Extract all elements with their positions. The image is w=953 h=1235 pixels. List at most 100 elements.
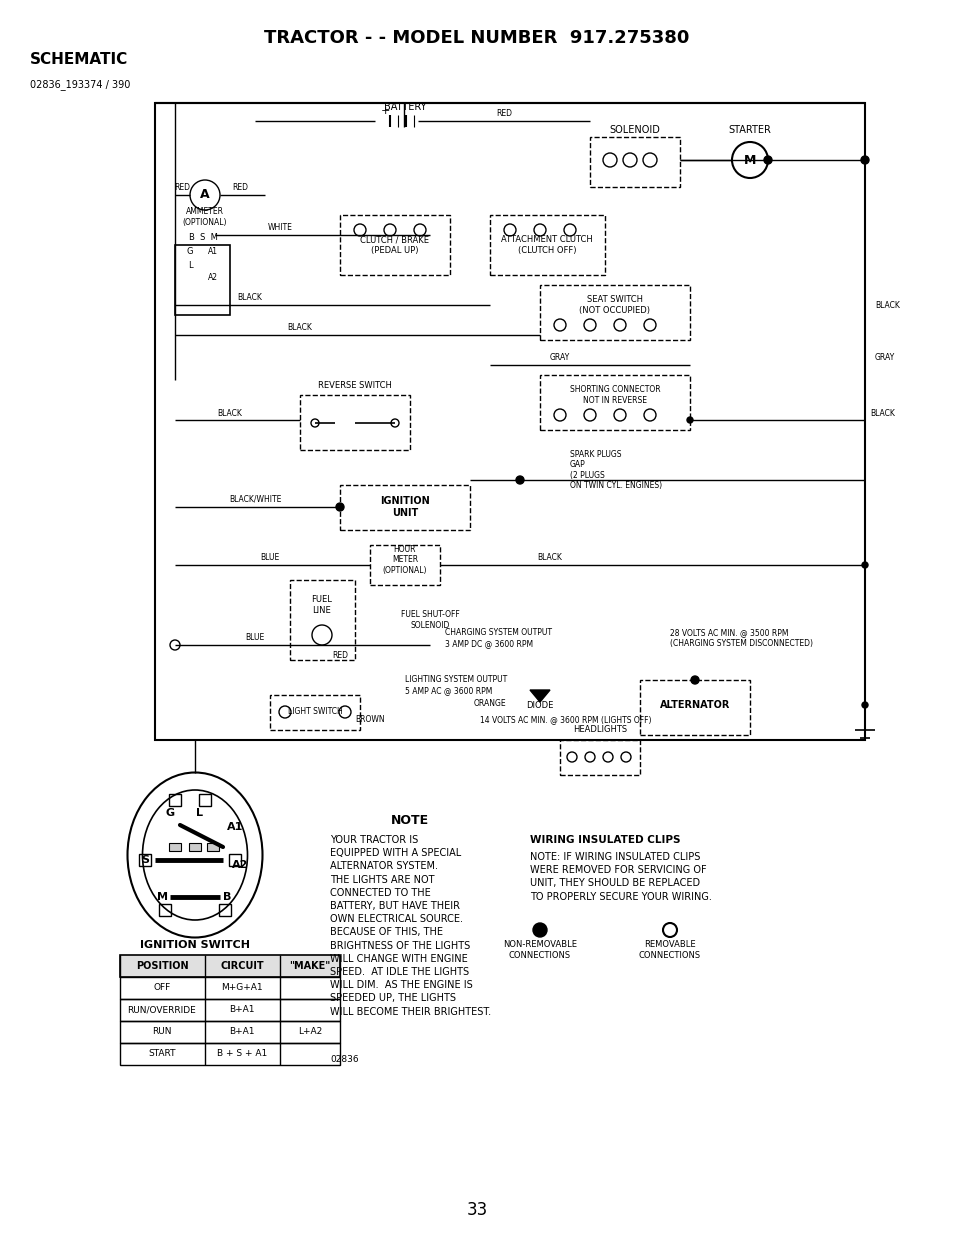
Text: BLACK: BLACK <box>874 300 899 310</box>
Circle shape <box>414 224 426 236</box>
Text: 33: 33 <box>466 1200 487 1219</box>
Text: G: G <box>165 808 174 818</box>
Text: START: START <box>148 1050 175 1058</box>
Text: NOTE: IF WIRING INSULATED CLIPS
WERE REMOVED FOR SERVICING OF
UNIT, THEY SHOULD : NOTE: IF WIRING INSULATED CLIPS WERE REM… <box>530 852 711 902</box>
Circle shape <box>312 625 332 645</box>
Text: BLACK: BLACK <box>287 324 313 332</box>
Text: L+A2: L+A2 <box>297 1028 322 1036</box>
Circle shape <box>862 562 867 568</box>
Text: S: S <box>141 855 149 864</box>
Circle shape <box>566 752 577 762</box>
Text: RED: RED <box>232 184 248 193</box>
Circle shape <box>643 409 656 421</box>
Circle shape <box>354 224 366 236</box>
Bar <box>174 245 230 315</box>
Circle shape <box>554 319 565 331</box>
Text: BATTERY: BATTERY <box>383 103 426 112</box>
Text: B  S  M: B S M <box>189 233 217 242</box>
Text: LIGHTING SYSTEM OUTPUT
5 AMP AC @ 3600 RPM: LIGHTING SYSTEM OUTPUT 5 AMP AC @ 3600 R… <box>405 676 507 695</box>
Text: RUN/OVERRIDE: RUN/OVERRIDE <box>128 1005 196 1014</box>
Text: AMMETER
(OPTIONAL): AMMETER (OPTIONAL) <box>183 207 227 227</box>
Text: M+G+A1: M+G+A1 <box>221 983 262 993</box>
Bar <box>589 137 679 186</box>
Text: HOUR
METER
(OPTIONAL): HOUR METER (OPTIONAL) <box>382 545 427 576</box>
Text: A2: A2 <box>208 273 218 283</box>
Circle shape <box>583 319 596 331</box>
Text: FUEL SHUT-OFF
SOLENOID: FUEL SHUT-OFF SOLENOID <box>400 610 459 630</box>
Bar <box>219 904 231 916</box>
Text: STARTER: STARTER <box>728 125 771 135</box>
Circle shape <box>170 640 180 650</box>
Circle shape <box>690 676 699 684</box>
Text: SPARK PLUGS
GAP
(2 PLUGS
ON TWIN CYL. ENGINES): SPARK PLUGS GAP (2 PLUGS ON TWIN CYL. EN… <box>569 450 661 490</box>
Bar <box>270 695 359 730</box>
Text: M: M <box>157 892 169 902</box>
Text: +: + <box>380 106 389 116</box>
Circle shape <box>503 224 516 236</box>
Text: REVERSE SWITCH: REVERSE SWITCH <box>317 380 392 389</box>
Text: IGNITION
UNIT: IGNITION UNIT <box>379 496 430 517</box>
Bar <box>169 844 181 851</box>
Text: ATTACHMENT CLUTCH
(CLUTCH OFF): ATTACHMENT CLUTCH (CLUTCH OFF) <box>500 236 592 254</box>
Bar <box>490 215 604 275</box>
Circle shape <box>516 475 523 484</box>
Bar <box>229 853 241 866</box>
Text: L: L <box>188 261 193 269</box>
Text: YOUR TRACTOR IS
EQUIPPED WITH A SPECIAL
ALTERNATOR SYSTEM.
THE LIGHTS ARE NOT
CO: YOUR TRACTOR IS EQUIPPED WITH A SPECIAL … <box>330 835 491 1016</box>
Text: OFF: OFF <box>153 983 171 993</box>
Circle shape <box>534 224 545 236</box>
Bar <box>189 844 201 851</box>
Bar <box>299 395 410 450</box>
Text: LIGHT SWITCH: LIGHT SWITCH <box>287 708 342 716</box>
Bar <box>154 103 864 740</box>
Bar <box>339 485 470 530</box>
Text: NON-REMOVABLE
CONNECTIONS: NON-REMOVABLE CONNECTIONS <box>502 940 577 960</box>
Text: L: L <box>196 808 203 818</box>
Text: GRAY: GRAY <box>549 353 570 363</box>
Text: ALTERNATOR: ALTERNATOR <box>659 700 729 710</box>
Circle shape <box>278 706 291 718</box>
Circle shape <box>391 419 398 427</box>
Text: NOTE: NOTE <box>391 814 429 826</box>
Circle shape <box>602 752 613 762</box>
Text: BROWN: BROWN <box>355 715 384 725</box>
Text: DIODE: DIODE <box>526 700 553 709</box>
Text: RED: RED <box>173 184 190 193</box>
Polygon shape <box>530 690 550 701</box>
Text: B+A1: B+A1 <box>229 1028 254 1036</box>
Bar <box>120 1044 339 1065</box>
Bar <box>199 794 211 806</box>
Bar <box>370 545 439 585</box>
Text: BLUE: BLUE <box>245 634 264 642</box>
Circle shape <box>643 319 656 331</box>
Text: B: B <box>223 892 231 902</box>
Text: BLACK: BLACK <box>869 409 894 417</box>
Circle shape <box>862 701 867 708</box>
Text: TRACTOR - - MODEL NUMBER  917.275380: TRACTOR - - MODEL NUMBER 917.275380 <box>264 28 689 47</box>
Text: SCHEMATIC: SCHEMATIC <box>30 53 128 68</box>
Text: BLUE: BLUE <box>260 553 279 562</box>
Text: RUN: RUN <box>152 1028 172 1036</box>
Circle shape <box>335 503 344 511</box>
Text: SHORTING CONNECTOR
NOT IN REVERSE: SHORTING CONNECTOR NOT IN REVERSE <box>569 385 659 405</box>
Text: BLACK/WHITE: BLACK/WHITE <box>229 494 281 504</box>
Bar <box>559 740 639 776</box>
Circle shape <box>584 752 595 762</box>
Circle shape <box>602 153 617 167</box>
Circle shape <box>763 156 771 164</box>
Circle shape <box>622 153 637 167</box>
Text: CLUTCH / BRAKE
(PEDAL UP): CLUTCH / BRAKE (PEDAL UP) <box>360 236 429 254</box>
Bar <box>159 904 171 916</box>
Text: RED: RED <box>332 652 348 661</box>
Text: BLACK: BLACK <box>537 553 562 562</box>
Text: 02836_193374 / 390: 02836_193374 / 390 <box>30 79 131 90</box>
Text: A: A <box>200 189 210 201</box>
Circle shape <box>642 153 657 167</box>
Bar <box>120 977 339 999</box>
Text: G: G <box>187 247 193 257</box>
Circle shape <box>338 706 351 718</box>
Text: A1: A1 <box>208 247 218 257</box>
Text: B+A1: B+A1 <box>229 1005 254 1014</box>
Text: WHITE: WHITE <box>267 224 293 232</box>
Bar <box>169 794 181 806</box>
